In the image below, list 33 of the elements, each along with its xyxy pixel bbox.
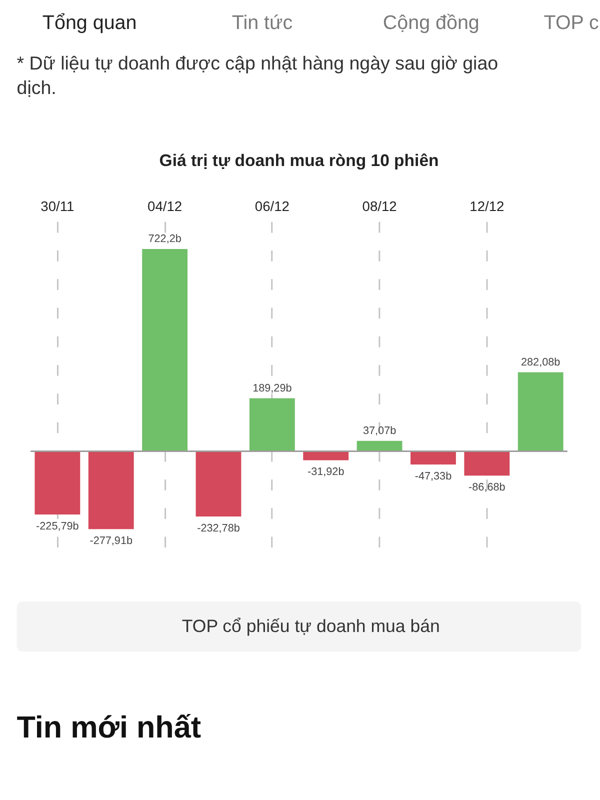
bar bbox=[196, 451, 242, 517]
data-label: -277,91b bbox=[90, 534, 133, 547]
bar bbox=[249, 398, 295, 452]
bar bbox=[464, 451, 510, 476]
bar bbox=[142, 248, 188, 452]
bar bbox=[88, 451, 134, 530]
text: Tin mới nhất bbox=[16, 710, 202, 745]
data-label: -86,68b bbox=[468, 481, 506, 494]
text: Tổng quan bbox=[42, 12, 137, 34]
x-tick-label: 04/12 bbox=[148, 198, 182, 214]
data-label: 189,29b bbox=[252, 382, 292, 394]
text: Tin tức bbox=[232, 12, 293, 34]
x-tick-label: 08/12 bbox=[362, 198, 397, 214]
x-tick-label: 06/12 bbox=[254, 198, 290, 214]
data-label: 282,08b bbox=[520, 356, 560, 368]
bar bbox=[34, 451, 80, 515]
data-label: -47,33b bbox=[414, 470, 452, 482]
x-tick-label: 30/11 bbox=[40, 198, 74, 214]
text: * Dữ liệu tự doanh được cập nhật hàng ngày sau giờ giao dịch. bbox=[16, 52, 498, 98]
x-tick-label: 12/12 bbox=[470, 198, 504, 214]
text: TOP cổ phiếu tự doanh mua bán bbox=[182, 616, 440, 636]
data-label: -31,92b bbox=[307, 466, 344, 478]
data-label: 37,07b bbox=[362, 425, 396, 438]
text: Cộng đồng bbox=[382, 12, 480, 34]
bar bbox=[356, 440, 402, 452]
bar bbox=[410, 451, 456, 465]
bar bbox=[518, 372, 564, 452]
data-label: 722,2b bbox=[148, 233, 182, 246]
text: TOP c bbox=[544, 12, 600, 34]
data-label: -232,78b bbox=[197, 522, 240, 534]
bar bbox=[303, 451, 349, 460]
data-label: -225,79b bbox=[36, 520, 79, 532]
chart-title: Giá trị tự doanh mua ròng 10 phiên bbox=[159, 151, 439, 170]
